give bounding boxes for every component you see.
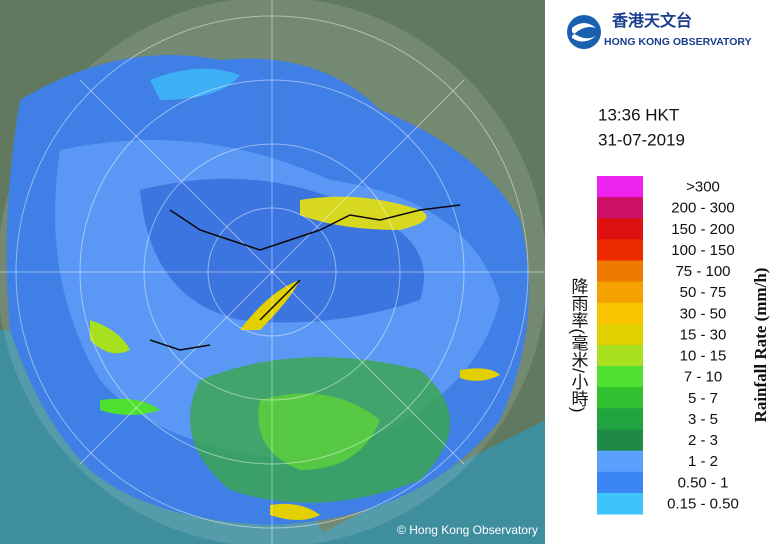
echo-layer xyxy=(6,55,529,525)
legend-swatch xyxy=(597,197,643,219)
legend-label: 2 - 3 xyxy=(688,432,718,449)
time: 13:36 HKT xyxy=(598,105,679,124)
legend-swatch xyxy=(597,345,643,367)
legend-swatch xyxy=(597,302,643,325)
radar-map: © Hong Kong Observatory xyxy=(0,0,545,544)
legend: >300 200 - 300 150 - 200 100 - 150 75 - 100 5… xyxy=(597,176,739,515)
legend-title-english: Rainfall Rate (mm/h) xyxy=(751,268,770,423)
legend-label: 150 - 200 xyxy=(671,221,734,238)
legend-label: 7 - 10 xyxy=(684,369,722,386)
legend-swatch xyxy=(597,239,643,261)
logo-english: HONG KONG OBSERVATORY xyxy=(604,36,752,48)
legend-swatch xyxy=(597,218,643,240)
logo-chinese: 香港天文台 xyxy=(611,11,692,30)
logo: 香港天文台 HONG KONG OBSERVATORY xyxy=(567,11,752,49)
legend-swatch xyxy=(597,281,643,304)
legend-label: 3 - 5 xyxy=(688,411,718,428)
logo-icon xyxy=(567,15,601,49)
legend-label: 0.50 - 1 xyxy=(678,474,729,491)
legend-swatch xyxy=(597,492,643,515)
coastline xyxy=(149,204,461,351)
legend-label: 100 - 150 xyxy=(671,242,734,259)
legend-swatch xyxy=(597,471,643,494)
date: 31-07-2019 xyxy=(598,130,685,149)
legend-label: 15 - 30 xyxy=(680,326,727,343)
legend-label: 200 - 300 xyxy=(671,200,734,217)
legend-label: 75 - 100 xyxy=(675,263,730,280)
legend-swatch xyxy=(597,260,643,283)
legend-label: 30 - 50 xyxy=(680,305,727,322)
legend-swatch xyxy=(597,450,643,473)
legend-label: 1 - 2 xyxy=(688,453,718,470)
legend-label: 50 - 75 xyxy=(680,284,727,301)
legend-label: 0.15 - 0.50 xyxy=(667,495,739,512)
legend-swatch xyxy=(597,408,643,430)
legend-label: 5 - 7 xyxy=(688,390,718,407)
legend-label: >300 xyxy=(686,179,720,196)
legend-label: 10 - 15 xyxy=(680,348,727,365)
legend-swatch xyxy=(597,176,643,198)
legend-swatch xyxy=(597,429,643,452)
legend-swatch xyxy=(597,366,643,388)
range-rings xyxy=(0,0,545,544)
legend-swatch xyxy=(597,387,643,409)
legend-swatch xyxy=(597,323,643,346)
copyright: © Hong Kong Observatory xyxy=(397,523,538,537)
logo-swirl xyxy=(572,23,596,42)
legend-title-chinese: 降雨率(毫米/小時) xyxy=(569,277,589,412)
